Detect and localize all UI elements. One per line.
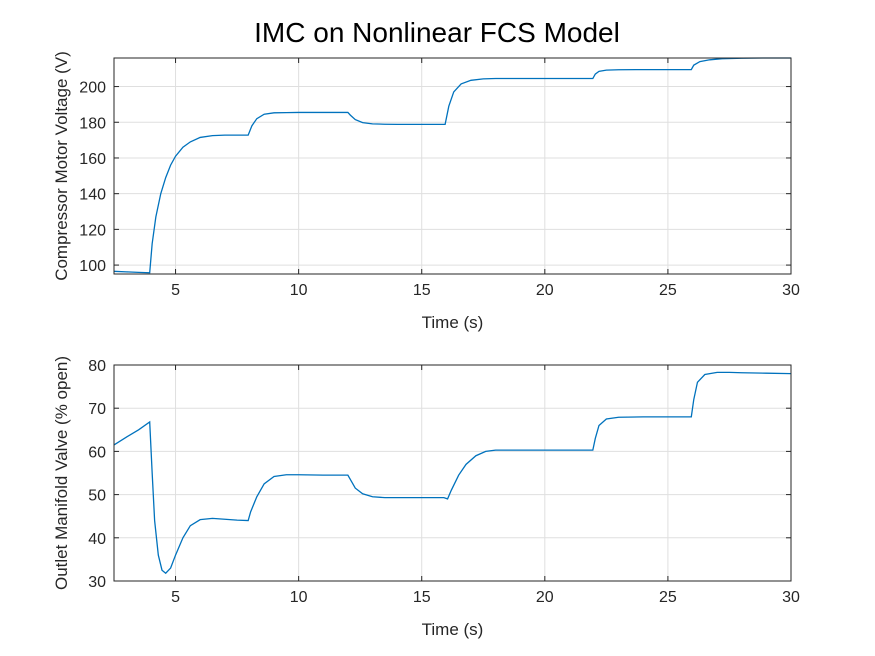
valve-y-tick-label: 80	[88, 358, 106, 375]
voltage-y-axis-label: Compressor Motor Voltage (V)	[52, 51, 71, 281]
voltage-x-axis-label: Time (s)	[422, 313, 484, 332]
voltage-y-tick-label: 120	[79, 222, 106, 239]
voltage-y-tick-label: 100	[79, 258, 106, 275]
voltage-axes: 5 10 15 20 25 30 100 120 140 160 180 200 Time (s) Com…	[52, 51, 800, 332]
voltage-y-tick-label: 180	[79, 115, 106, 132]
voltage-y-tick-label: 200	[79, 80, 106, 97]
voltage-x-tick-label: 25	[659, 282, 677, 299]
voltage-x-tick-label: 20	[536, 282, 554, 299]
voltage-x-tick-label: 30	[782, 282, 800, 299]
voltage-x-tick-label: 5	[171, 282, 180, 299]
voltage-x-tick-label: 10	[290, 282, 308, 299]
voltage-y-tick-label: 160	[79, 151, 106, 168]
valve-y-tick-label: 70	[88, 401, 106, 418]
figure-title: IMC on Nonlinear FCS Model	[254, 17, 620, 48]
valve-plot-area	[114, 365, 791, 581]
valve-axes: 5 10 15 20 25 30 30 40 50 60 70 80 Time (s) Outlet Ma…	[52, 356, 800, 639]
valve-y-tick-label: 60	[88, 444, 106, 461]
valve-x-tick-label: 30	[782, 589, 800, 606]
valve-axes-frame	[113, 364, 792, 582]
valve-x-tick-label: 10	[290, 589, 308, 606]
valve-series-line	[113, 371, 792, 575]
valve-x-tick-label: 15	[413, 589, 431, 606]
valve-x-tick-label: 20	[536, 589, 554, 606]
voltage-plot-area	[114, 58, 791, 274]
valve-y-tick-label: 40	[88, 531, 106, 548]
valve-x-tick-label: 5	[171, 589, 180, 606]
voltage-axes-frame	[113, 57, 792, 275]
valve-y-tick-label: 30	[88, 574, 106, 591]
valve-x-tick-label: 25	[659, 589, 677, 606]
valve-y-tick-label: 50	[88, 488, 106, 505]
valve-x-axis-label: Time (s)	[422, 620, 484, 639]
voltage-series-line	[113, 57, 791, 274]
valve-y-axis-label: Outlet Manifold Valve (% open)	[52, 356, 71, 590]
voltage-x-tick-label: 15	[413, 282, 431, 299]
voltage-y-tick-label: 140	[79, 187, 106, 204]
